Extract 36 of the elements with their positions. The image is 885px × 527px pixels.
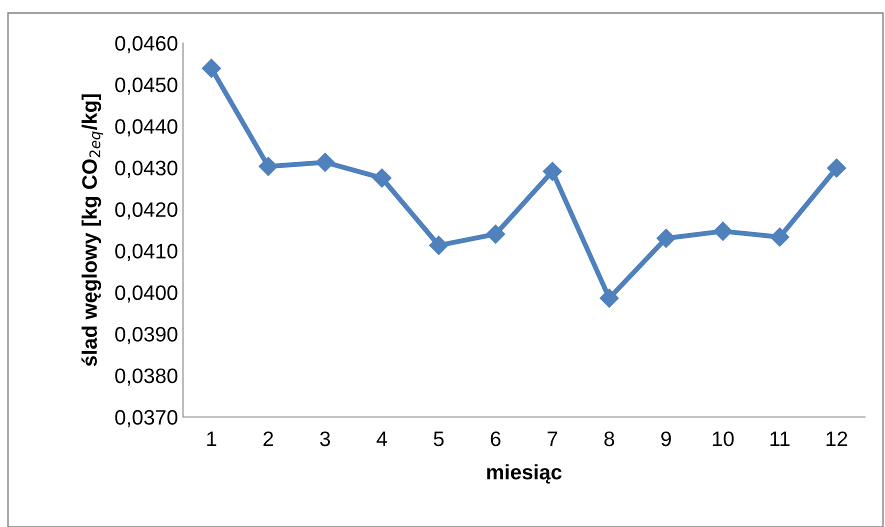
x-tick-label: 4 <box>376 432 388 446</box>
y-tick-label: 0,0440 <box>115 119 178 136</box>
point <box>542 162 562 181</box>
y-tick-label: 0,0400 <box>115 285 178 303</box>
point <box>202 58 221 78</box>
x-tick-label: 11 <box>770 432 790 446</box>
point <box>486 224 506 244</box>
y-tick-label: 0,0370 <box>115 410 178 428</box>
y-tick-label: 0,0450 <box>115 78 178 95</box>
point <box>713 222 732 241</box>
x-tick-label: 5 <box>434 432 444 446</box>
x-tick-label: 6 <box>490 431 500 446</box>
point <box>316 152 335 172</box>
y-tick-label: 0,0410 <box>115 244 178 261</box>
x-axis-title: miesiąc <box>487 464 562 484</box>
point <box>429 236 448 255</box>
point <box>372 168 392 188</box>
x-tick-label: 9 <box>661 431 671 446</box>
x-tick-label: 7 <box>548 432 558 446</box>
y-tick-label: 0,0420 <box>115 202 178 220</box>
x-tick-label: 2 <box>264 431 273 446</box>
x-tick-label: 3 <box>320 431 330 446</box>
point <box>258 156 278 176</box>
y-tick-label: 0,0460 <box>115 36 178 54</box>
point <box>600 288 619 308</box>
y-tick-label: 0,0430 <box>115 160 178 178</box>
x-tick-label: 12 <box>826 431 848 446</box>
y-axis-title: ślad węglowy [kg CO$_{2eq}$/kg] <box>81 94 104 366</box>
x-tick-label: 8 <box>604 431 614 446</box>
x-tick-label: 10 <box>712 431 734 446</box>
point <box>656 228 676 248</box>
point <box>770 228 790 247</box>
point <box>827 158 846 178</box>
y-tick-label: 0,0380 <box>115 368 178 386</box>
y-tick-label: 0,0390 <box>115 326 178 344</box>
x-tick-label: 1 <box>207 432 216 446</box>
